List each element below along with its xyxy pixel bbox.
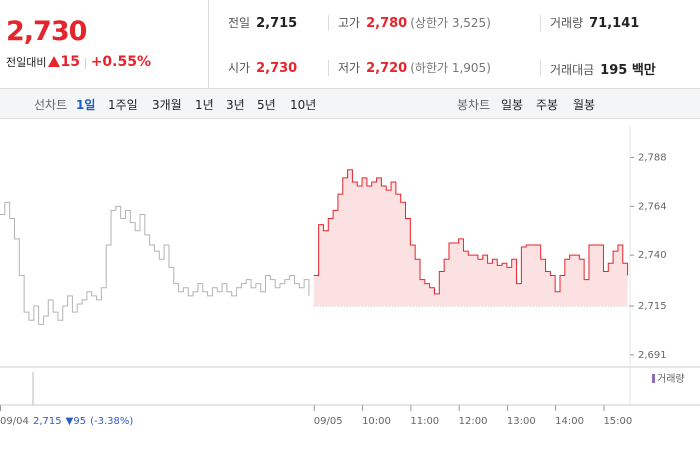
x-tick-label: 15:00 <box>603 416 632 427</box>
change-line: 전일대비 15 | +0.55% <box>6 54 151 70</box>
period-tab[interactable]: 1일 <box>76 98 96 112</box>
x-tick-label: 09/05 <box>314 416 343 427</box>
stat: 전일 2,715 <box>228 14 297 31</box>
area <box>313 169 628 307</box>
line <box>0 201 310 325</box>
prev-change: 95 <box>73 416 86 427</box>
stat-note: (상한가 3,525) <box>410 16 491 30</box>
tab-group-label: 봉차트 <box>457 98 491 112</box>
candle-tab[interactable]: 월봉 <box>573 98 596 112</box>
stat-label: 거래량 <box>550 16 584 30</box>
stat-value: 71,141 <box>589 16 640 31</box>
legend-swatch <box>652 374 655 383</box>
stat-label: 전일 <box>228 16 251 30</box>
tab-group-label: 선차트 <box>34 98 68 112</box>
period-tab[interactable]: 1년 <box>195 98 214 112</box>
line <box>313 169 629 295</box>
stat-label: 저가 <box>338 61 361 75</box>
down-icon: ▼ <box>66 416 74 427</box>
stat-value: 2,715 <box>256 16 298 31</box>
volume-legend: 거래량 <box>657 373 685 385</box>
x-tick-label: 10:00 <box>362 416 391 427</box>
separator <box>540 15 541 31</box>
x-tick-label: 12:00 <box>459 416 488 427</box>
up-icon <box>48 56 61 67</box>
quote-summary: 2,730 전일대비 15 | +0.55% <box>0 0 209 88</box>
stat: 저가 2,720 (하한가 1,905) <box>338 59 491 76</box>
candle-tab[interactable]: 일봉 <box>501 98 524 112</box>
stat: 시가 2,730 <box>228 59 297 76</box>
separator <box>540 60 541 76</box>
stat-value: 2,730 <box>256 61 298 76</box>
period-tab[interactable]: 3개월 <box>152 98 182 112</box>
prev-summary: 2,715 ▼95 (-3.38%) <box>33 416 133 427</box>
change-label: 전일대비 <box>6 56 47 69</box>
stat: 거래대금 195 백만 <box>550 59 656 78</box>
y-tick-label: 2,740 <box>638 250 667 261</box>
period-tab[interactable]: 5년 <box>257 98 276 112</box>
stat-note: (하한가 1,905) <box>410 61 491 75</box>
prev-close: 2,715 <box>33 416 62 427</box>
y-tick-label: 2,715 <box>638 301 667 312</box>
y-tick-label: 2,764 <box>638 201 667 212</box>
prev-change-pct: (-3.38%) <box>90 416 133 427</box>
stat-value: 2,780 <box>366 16 408 31</box>
separator <box>328 15 329 31</box>
candle-tab[interactable]: 주봉 <box>536 98 559 112</box>
stat-label: 시가 <box>228 61 251 75</box>
y-tick-label: 2,691 <box>638 350 667 361</box>
stat-label: 고가 <box>338 16 361 30</box>
x-tick-label: 14:00 <box>555 416 584 427</box>
x-tick-label: 11:00 <box>410 416 439 427</box>
separator <box>328 60 329 76</box>
tab-bar: 선차트 1일 1주일 3개월 1년 3년 5년 10년 봉차트 일봉 주봉 월봉 <box>0 89 700 119</box>
period-tab[interactable]: 10년 <box>290 98 317 112</box>
stat-value: 195 백만 <box>600 63 656 78</box>
quote-panel: 2,730 전일대비 15 | +0.55% 전일 2,715 고가 2,780 (상한가… <box>0 0 700 89</box>
x-tick-label: 13:00 <box>507 416 536 427</box>
change: 15 <box>60 54 80 70</box>
stat-label: 거래대금 <box>550 63 595 77</box>
y-tick-label: 2,788 <box>638 153 667 164</box>
stat: 거래량 71,141 <box>550 14 639 31</box>
stat: 고가 2,780 (상한가 3,525) <box>338 14 491 31</box>
price: 2,730 <box>6 16 87 47</box>
period-tab[interactable]: 1주일 <box>108 98 138 112</box>
x-tick-label: 09/04 <box>0 416 29 427</box>
change-pct: +0.55% <box>90 54 151 70</box>
period-tab[interactable]: 3년 <box>226 98 245 112</box>
stat-value: 2,720 <box>366 61 408 76</box>
